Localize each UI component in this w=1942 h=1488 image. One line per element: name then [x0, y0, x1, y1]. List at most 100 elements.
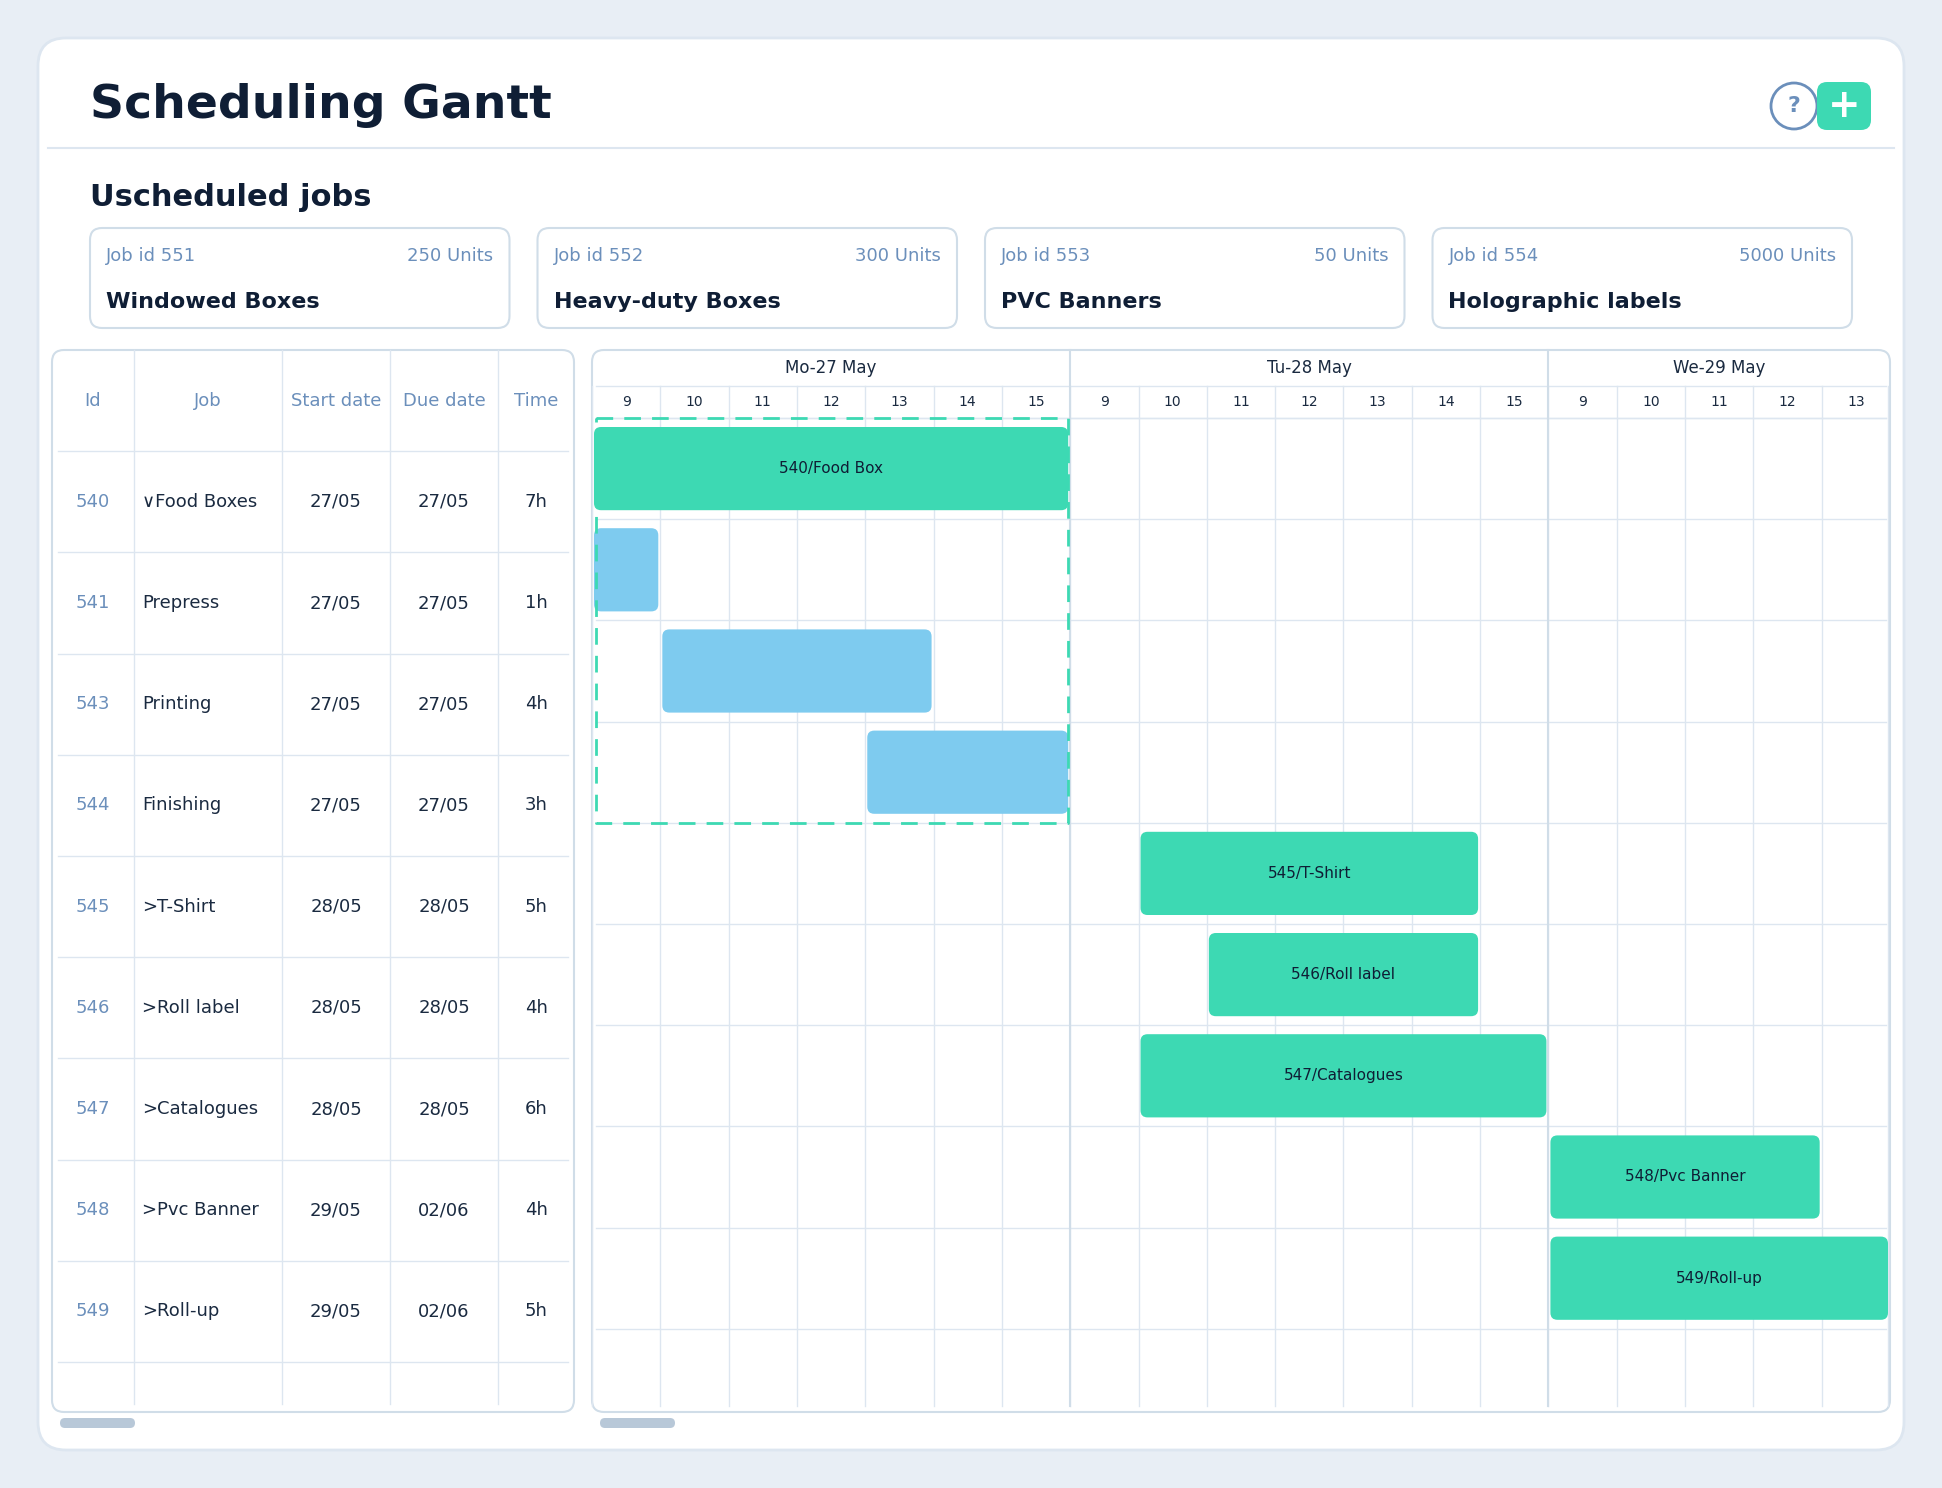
- Text: 28/05: 28/05: [418, 897, 470, 915]
- FancyBboxPatch shape: [1140, 832, 1478, 915]
- Text: >Catalogues: >Catalogues: [142, 1100, 258, 1117]
- Text: 5h: 5h: [524, 1302, 548, 1320]
- Text: 13: 13: [1847, 394, 1864, 409]
- Text: 28/05: 28/05: [311, 1100, 361, 1117]
- Text: 11: 11: [1231, 394, 1251, 409]
- FancyBboxPatch shape: [1140, 1034, 1546, 1117]
- FancyBboxPatch shape: [868, 731, 1068, 814]
- Text: 544: 544: [76, 796, 111, 814]
- Text: 02/06: 02/06: [418, 1201, 470, 1219]
- Text: Start date: Start date: [291, 391, 381, 409]
- Text: 549/Roll-up: 549/Roll-up: [1676, 1271, 1763, 1286]
- Text: 541: 541: [76, 594, 111, 612]
- Text: Prepress: Prepress: [142, 594, 219, 612]
- Text: 29/05: 29/05: [311, 1201, 361, 1219]
- Text: 15: 15: [1505, 394, 1523, 409]
- Text: 543: 543: [76, 695, 111, 713]
- Text: 9: 9: [621, 394, 631, 409]
- Text: 28/05: 28/05: [311, 897, 361, 915]
- FancyBboxPatch shape: [39, 39, 1903, 1449]
- FancyBboxPatch shape: [1550, 1237, 1888, 1320]
- Text: 1h: 1h: [524, 594, 548, 612]
- Text: 12: 12: [1779, 394, 1796, 409]
- Text: Job id 554: Job id 554: [1449, 247, 1538, 265]
- FancyBboxPatch shape: [1433, 228, 1853, 327]
- Text: 545/T-Shirt: 545/T-Shirt: [1268, 866, 1352, 881]
- Text: ?: ?: [1787, 97, 1800, 116]
- Text: Printing: Printing: [142, 695, 212, 713]
- Text: 545: 545: [76, 897, 111, 915]
- Text: 28/05: 28/05: [418, 998, 470, 1016]
- Text: 4h: 4h: [524, 998, 548, 1016]
- Text: 3h: 3h: [524, 796, 548, 814]
- Text: Heavy-duty Boxes: Heavy-duty Boxes: [553, 292, 781, 312]
- Text: 10: 10: [1643, 394, 1660, 409]
- FancyBboxPatch shape: [600, 1418, 676, 1428]
- FancyBboxPatch shape: [52, 350, 575, 1412]
- Text: 14: 14: [959, 394, 977, 409]
- Text: Job: Job: [194, 391, 221, 409]
- Text: 13: 13: [891, 394, 909, 409]
- Text: +: +: [1827, 86, 1860, 125]
- Text: >Roll-up: >Roll-up: [142, 1302, 219, 1320]
- FancyBboxPatch shape: [1208, 933, 1478, 1016]
- Text: Finishing: Finishing: [142, 796, 221, 814]
- FancyBboxPatch shape: [89, 228, 509, 327]
- Text: Mo-27 May: Mo-27 May: [785, 359, 876, 376]
- Text: 28/05: 28/05: [311, 998, 361, 1016]
- Text: Job id 552: Job id 552: [553, 247, 643, 265]
- Text: 6h: 6h: [524, 1100, 548, 1117]
- FancyBboxPatch shape: [985, 228, 1404, 327]
- FancyBboxPatch shape: [1818, 82, 1870, 129]
- Text: 02/06: 02/06: [418, 1302, 470, 1320]
- Text: 14: 14: [1437, 394, 1455, 409]
- Text: 540: 540: [76, 493, 111, 510]
- Text: 547: 547: [76, 1100, 111, 1117]
- Text: 27/05: 27/05: [311, 695, 361, 713]
- Text: PVC Banners: PVC Banners: [1000, 292, 1161, 312]
- Text: 5h: 5h: [524, 897, 548, 915]
- Text: 10: 10: [686, 394, 703, 409]
- Text: 27/05: 27/05: [418, 796, 470, 814]
- Text: Job id 553: Job id 553: [1000, 247, 1091, 265]
- FancyBboxPatch shape: [1550, 1135, 1820, 1219]
- Text: 546: 546: [76, 998, 111, 1016]
- Text: 546/Roll label: 546/Roll label: [1291, 967, 1396, 982]
- Text: Scheduling Gantt: Scheduling Gantt: [89, 83, 552, 128]
- Text: 547/Catalogues: 547/Catalogues: [1284, 1068, 1404, 1083]
- Text: 13: 13: [1369, 394, 1387, 409]
- Text: 7h: 7h: [524, 493, 548, 510]
- Circle shape: [1771, 83, 1818, 129]
- Text: 15: 15: [1027, 394, 1045, 409]
- FancyBboxPatch shape: [594, 528, 658, 612]
- FancyBboxPatch shape: [592, 350, 1890, 1412]
- Text: 27/05: 27/05: [311, 594, 361, 612]
- Text: 10: 10: [1163, 394, 1181, 409]
- Text: 27/05: 27/05: [311, 493, 361, 510]
- Text: 540/Food Box: 540/Food Box: [779, 461, 884, 476]
- Text: ∨Food Boxes: ∨Food Boxes: [142, 493, 256, 510]
- FancyBboxPatch shape: [538, 228, 957, 327]
- Text: 50 Units: 50 Units: [1315, 247, 1389, 265]
- Text: 11: 11: [753, 394, 771, 409]
- FancyBboxPatch shape: [594, 427, 1068, 510]
- Text: 300 Units: 300 Units: [854, 247, 942, 265]
- Text: 4h: 4h: [524, 1201, 548, 1219]
- Text: 29/05: 29/05: [311, 1302, 361, 1320]
- FancyBboxPatch shape: [662, 629, 932, 713]
- Text: Holographic labels: Holographic labels: [1449, 292, 1682, 312]
- Text: >Roll label: >Roll label: [142, 998, 239, 1016]
- Text: >T-Shirt: >T-Shirt: [142, 897, 216, 915]
- Text: >Pvc Banner: >Pvc Banner: [142, 1201, 258, 1219]
- Text: Due date: Due date: [402, 391, 486, 409]
- Text: 4h: 4h: [524, 695, 548, 713]
- Text: 5000 Units: 5000 Units: [1738, 247, 1835, 265]
- Text: 548/Pvc Banner: 548/Pvc Banner: [1625, 1170, 1746, 1184]
- Text: 27/05: 27/05: [418, 695, 470, 713]
- Text: 12: 12: [1301, 394, 1319, 409]
- Text: Job id 551: Job id 551: [107, 247, 196, 265]
- Text: Tu-28 May: Tu-28 May: [1266, 359, 1352, 376]
- Text: We-29 May: We-29 May: [1672, 359, 1765, 376]
- Text: 11: 11: [1711, 394, 1728, 409]
- FancyBboxPatch shape: [60, 1418, 136, 1428]
